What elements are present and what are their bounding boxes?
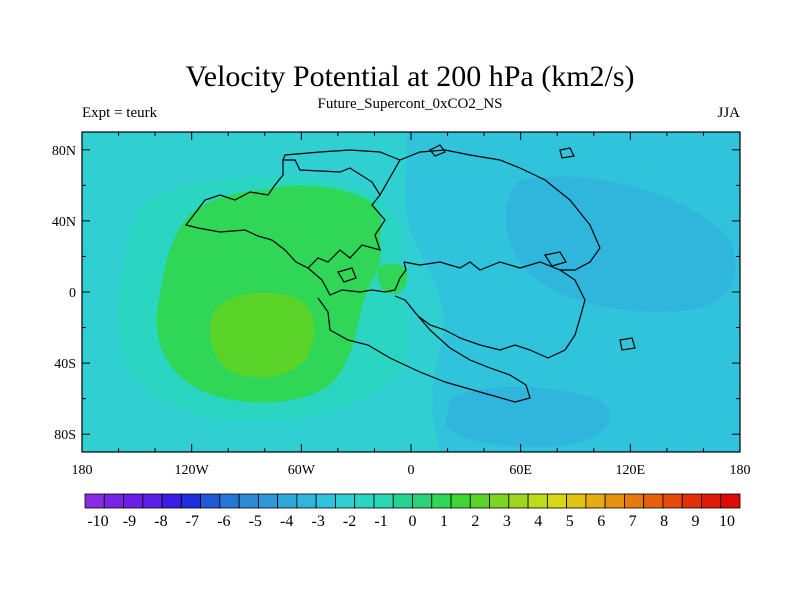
colorbar-label: 10 <box>719 513 735 530</box>
colorbar-label: -1 <box>374 513 387 530</box>
contour-negative-core-south <box>445 386 610 447</box>
colorbar-label: 2 <box>471 513 479 530</box>
colorbar-swatch <box>662 493 683 509</box>
colorbar-swatch <box>412 493 433 509</box>
colorbar-label: 1 <box>440 513 448 530</box>
x-tick-label: 60E <box>509 463 532 478</box>
x-tick-label: 60W <box>288 463 316 478</box>
right-label: JJA <box>717 105 740 121</box>
y-tick-label: 0 <box>69 286 76 301</box>
colorbar-swatch <box>643 493 664 509</box>
colorbar-swatch <box>546 493 568 509</box>
colorbar-swatch <box>277 493 298 509</box>
x-tick-label: 180 <box>730 463 751 478</box>
contour-field <box>82 132 740 452</box>
contour-positive-north <box>230 185 382 272</box>
colorbar-swatch <box>624 493 645 509</box>
colorbar-swatch <box>257 493 279 509</box>
continent-east-block <box>403 261 586 359</box>
colorbar-label: -10 <box>87 513 108 530</box>
colorbar-swatch <box>720 493 741 509</box>
colorbar-swatch <box>103 493 124 509</box>
colorbar-label: 8 <box>660 513 668 530</box>
colorbar-swatch <box>527 493 548 509</box>
colorbar-label: 4 <box>534 513 542 530</box>
x-tick-label: 0 <box>408 463 415 478</box>
colorbar-swatch <box>585 493 606 509</box>
colorbar-label: 7 <box>629 513 637 530</box>
continent-north-rim <box>282 149 401 161</box>
contour-high-lat-west <box>82 132 406 183</box>
x-axis: 180 120W 60W 0 60E 120E 180 <box>72 132 751 478</box>
colorbar-swatch <box>681 493 702 509</box>
colorbar-swatch <box>566 493 587 509</box>
y-axis: 80N 40N 0 40S 80S <box>52 144 740 443</box>
colorbar-label: -9 <box>123 513 136 530</box>
left-label: Expt = teurk <box>82 105 158 121</box>
y-tick-label: 80S <box>54 428 76 443</box>
colorbar-swatch <box>392 493 413 509</box>
x-tick-label: 180 <box>72 463 93 478</box>
colorbar-swatch <box>508 493 529 509</box>
island-small-e <box>429 144 446 157</box>
colorbar-swatch <box>450 493 471 509</box>
colorbar-swatch <box>701 493 722 509</box>
continent-west-lobe <box>184 159 386 269</box>
island-small-a <box>337 267 357 283</box>
colorbar-swatch <box>489 493 510 509</box>
colorbar-label: -6 <box>217 513 230 530</box>
colorbar-swatch <box>373 493 394 509</box>
colorbar-swatch <box>161 493 182 509</box>
colorbar-swatch <box>180 493 201 509</box>
chart-subtitle: Future_Supercont_0xCO2_NS <box>318 96 503 112</box>
colorbar-swatch <box>431 493 452 509</box>
colorbar-label: -8 <box>154 513 167 530</box>
colorbar-swatch <box>335 493 356 509</box>
contour-maximum <box>210 292 315 378</box>
colorbar-swatch <box>315 493 336 509</box>
colorbar-label: 5 <box>566 513 574 530</box>
island-small-d <box>559 147 575 159</box>
colorbar-labels: -10 -9 -8 -7 -6 -5 -4 -3 -2 -1 0 1 2 3 4 5 6 7 8 9 10 <box>87 513 735 530</box>
colorbar-swatch <box>296 493 317 509</box>
island-small-b <box>544 251 567 267</box>
colorbar-swatch <box>604 493 625 509</box>
colorbar-label: 6 <box>597 513 605 530</box>
continent-isthmus <box>307 261 407 296</box>
continent-outline <box>184 144 636 403</box>
colorbar-label: -2 <box>343 513 356 530</box>
chart-title: Velocity Potential at 200 hPa (km2/s) <box>185 60 634 93</box>
y-tick-label: 40N <box>52 215 76 230</box>
contour-equator-patch <box>377 263 408 294</box>
continent-southern-arc <box>317 295 531 403</box>
colorbar-label: -3 <box>311 513 324 530</box>
colorbar-swatch <box>142 493 163 509</box>
y-tick-label: 80N <box>52 144 76 159</box>
colorbar-swatch <box>238 493 259 509</box>
colorbar-swatch <box>200 493 221 509</box>
colorbar-swatch <box>469 493 490 509</box>
x-tick-label: 120E <box>616 463 646 478</box>
colorbar-label: 9 <box>692 513 700 530</box>
colorbar-swatch <box>354 493 375 509</box>
colorbar-label: -7 <box>186 513 199 530</box>
y-tick-label: 40S <box>54 357 76 372</box>
colorbar-swatch <box>123 493 144 509</box>
island-small-c <box>619 337 636 351</box>
colorbar-label: -5 <box>249 513 262 530</box>
continent-north-east <box>379 149 601 271</box>
colorbar-swatch <box>219 493 240 509</box>
colorbar <box>84 493 741 509</box>
x-tick-label: 120W <box>175 463 210 478</box>
colorbar-swatch <box>84 493 105 509</box>
colorbar-label: -4 <box>280 513 293 530</box>
contour-negative-core <box>505 176 736 312</box>
colorbar-label: 0 <box>409 513 417 530</box>
colorbar-label: 3 <box>503 513 511 530</box>
